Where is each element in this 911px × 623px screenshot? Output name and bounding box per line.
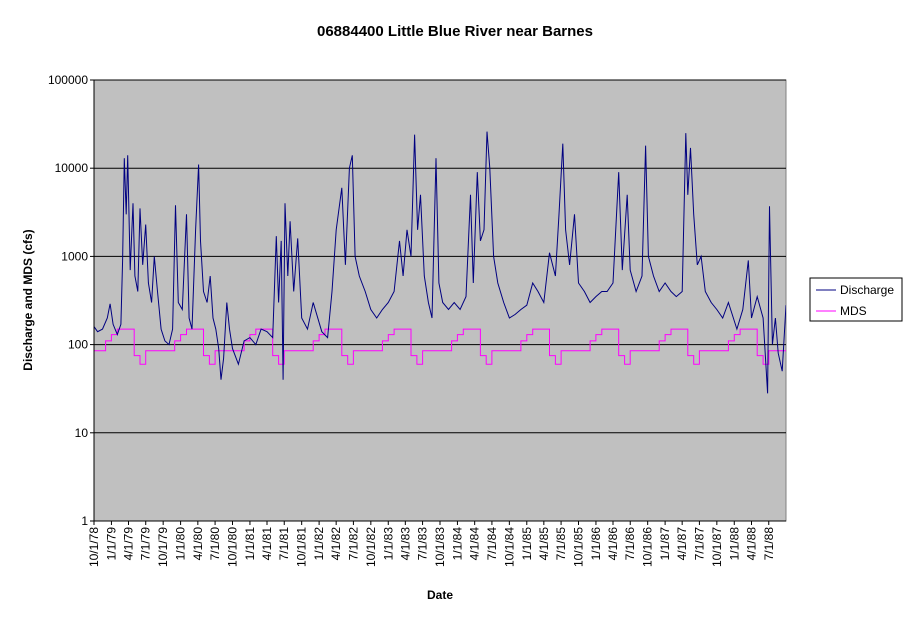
- x-tick-label: 1/1/85: [520, 527, 534, 561]
- x-tick-label: 4/1/82: [329, 527, 343, 561]
- plot-area: [93, 79, 787, 522]
- x-tick-label: 7/1/87: [692, 527, 706, 561]
- mds-series-line: [94, 328, 786, 365]
- x-tick-label: 4/1/79: [121, 527, 135, 561]
- x-tick-label: 7/1/83: [416, 527, 430, 561]
- y-axis-title: Discharge and MDS (cfs): [21, 229, 35, 370]
- x-tick-label: 1/1/86: [589, 527, 603, 561]
- discharge-series-line: [94, 131, 786, 394]
- y-axis-ticks: 1 10 100 1000 10000 100000: [48, 73, 94, 528]
- x-tick-label: 1/1/81: [243, 527, 257, 561]
- x-tick-label: 4/1/84: [468, 527, 482, 561]
- x-tick-label: 10/1/86: [641, 527, 655, 567]
- x-tick-label: 4/1/80: [191, 527, 205, 561]
- y-tick-label: 1: [81, 514, 88, 528]
- y-tick-label: 1000: [61, 249, 88, 263]
- x-tick-label: 4/1/87: [675, 527, 689, 561]
- chart-title: 06884400 Little Blue River near Barnes: [317, 23, 593, 40]
- x-tick-label: 7/1/80: [208, 527, 222, 561]
- x-tick-label: 10/1/80: [226, 527, 240, 567]
- x-tick-label: 10/1/83: [433, 527, 447, 567]
- x-tick-label: 4/1/83: [398, 527, 412, 561]
- gridlines: [94, 79, 786, 434]
- x-tick-label: 4/1/88: [745, 527, 759, 561]
- legend-label-discharge: Discharge: [840, 283, 894, 297]
- y-tick-label: 10: [75, 426, 89, 440]
- x-tick-label: 7/1/88: [762, 527, 776, 561]
- x-tick-label: 7/1/85: [554, 527, 568, 561]
- x-tick-label: 4/1/85: [537, 527, 551, 561]
- x-tick-label: 10/1/79: [156, 527, 170, 567]
- legend-box: [809, 277, 903, 322]
- x-tick-label: 1/1/84: [450, 527, 464, 561]
- x-tick-label: 1/1/87: [658, 527, 672, 561]
- x-tick-label: 4/1/86: [606, 527, 620, 561]
- x-tick-label: 10/1/84: [502, 527, 516, 567]
- x-tick-label: 10/1/78: [87, 527, 101, 567]
- x-axis-title: Date: [427, 588, 453, 602]
- x-tick-label: 1/1/82: [312, 527, 326, 561]
- x-tick-label: 1/1/83: [381, 527, 395, 561]
- y-tick-label: 100000: [48, 73, 88, 87]
- y-tick-label: 10000: [55, 161, 89, 175]
- x-tick-label: 7/1/86: [623, 527, 637, 561]
- x-tick-label: 10/1/82: [364, 527, 378, 567]
- legend: Discharge MDS: [809, 277, 903, 322]
- x-tick-label: 7/1/81: [277, 527, 291, 561]
- x-tick-label: 10/1/87: [710, 527, 724, 567]
- y-tick-label: 100: [68, 338, 88, 352]
- x-tick-label: 10/1/85: [572, 527, 586, 567]
- x-tick-label: 1/1/88: [727, 527, 741, 561]
- x-axis-ticks: 10/1/78 1/1/79 4/1/79 7/1/79 10/1/79 1/1/80 4/…: [87, 521, 776, 567]
- x-tick-label: 10/1/81: [295, 527, 309, 567]
- x-tick-label: 4/1/81: [260, 527, 274, 561]
- x-tick-label: 7/1/82: [346, 527, 360, 561]
- x-tick-label: 7/1/84: [485, 527, 499, 561]
- x-tick-label: 1/1/79: [104, 527, 118, 561]
- legend-label-mds: MDS: [840, 304, 867, 318]
- x-tick-label: 7/1/79: [139, 527, 153, 561]
- x-tick-label: 1/1/80: [174, 527, 188, 561]
